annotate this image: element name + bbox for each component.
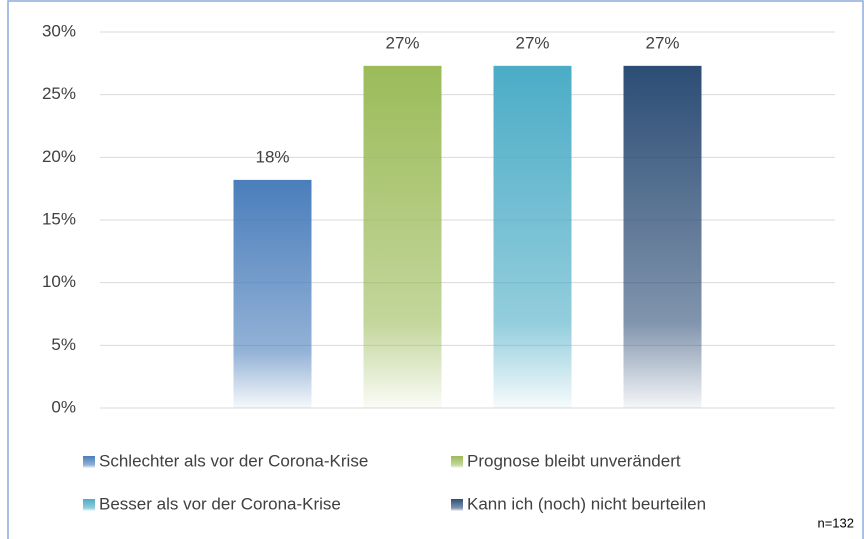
bar xyxy=(233,179,312,408)
legend-label: Schlechter als vor der Corona-Krise xyxy=(99,451,368,470)
annotation: n=132 xyxy=(817,515,854,530)
legend-swatch xyxy=(451,456,463,468)
legend-label: Kann ich (noch) nicht beurteilen xyxy=(467,494,706,513)
data-label: 27% xyxy=(385,33,419,52)
chart-frame xyxy=(7,0,864,539)
data-label: 27% xyxy=(515,33,549,52)
legend-swatch xyxy=(83,499,95,511)
legend-label: Prognose bleibt unverändert xyxy=(467,451,681,470)
y-tick-label: 0% xyxy=(51,397,76,416)
bar xyxy=(623,65,702,408)
y-tick-label: 10% xyxy=(42,272,76,291)
data-label: 27% xyxy=(645,33,679,52)
bar xyxy=(363,65,442,408)
y-tick-label: 20% xyxy=(42,147,76,166)
y-tick-label: 30% xyxy=(42,21,76,40)
bar xyxy=(493,65,572,408)
legend-swatch xyxy=(83,456,95,468)
legend-label: Besser als vor der Corona-Krise xyxy=(99,494,341,513)
legend-swatch xyxy=(451,499,463,511)
y-tick-label: 15% xyxy=(42,209,76,228)
data-label: 18% xyxy=(255,147,289,166)
y-tick-label: 5% xyxy=(51,335,76,354)
y-tick-label: 25% xyxy=(42,84,76,103)
